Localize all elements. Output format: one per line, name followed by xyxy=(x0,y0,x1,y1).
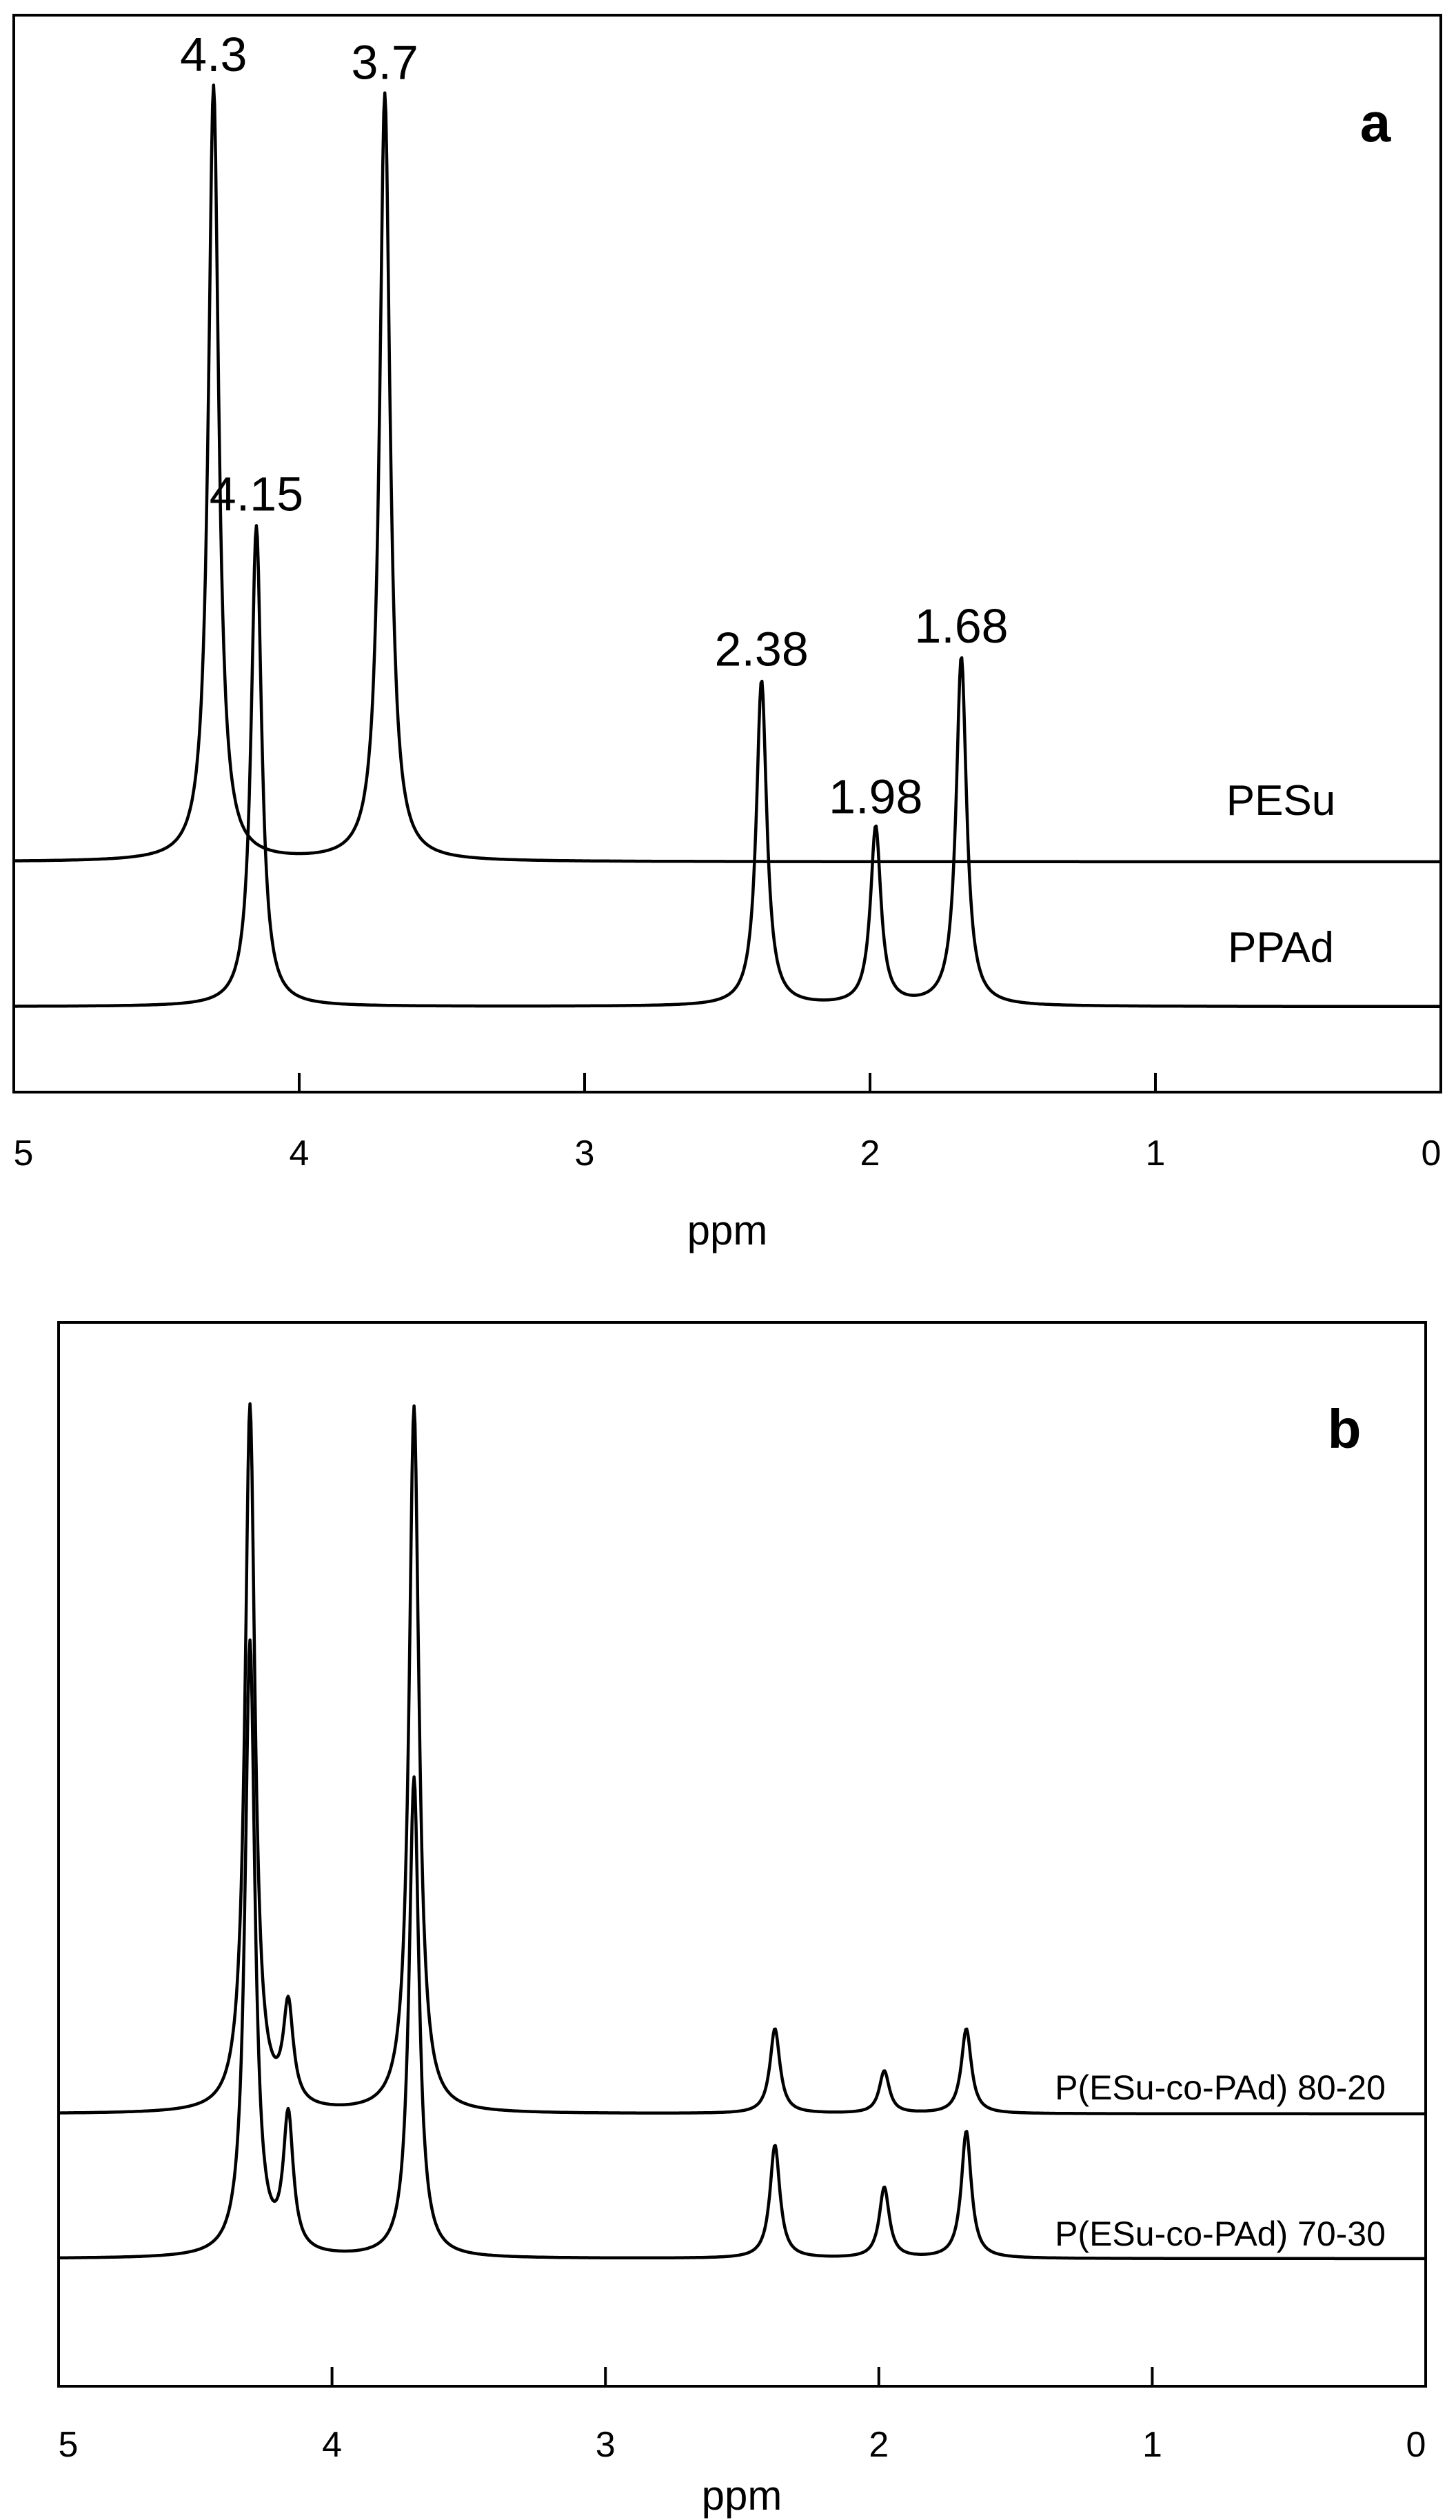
panel-b-letter: b xyxy=(1328,1398,1362,1460)
x-tick-label-1: 1 xyxy=(1146,1133,1166,1173)
peak-label-1.98: 1.98 xyxy=(829,769,922,823)
panel-a-peak-labels: 4.3 4.15 3.7 2.38 1.98 1.68 xyxy=(180,28,1008,823)
spectrum-trace-2 xyxy=(58,1638,1426,2261)
x-tick-label-1: 1 xyxy=(1142,2425,1162,2465)
series-label-70-30: P(ESu-co-PAd) 70-30 xyxy=(1055,2215,1386,2253)
x-tick-label-2: 2 xyxy=(860,1133,880,1173)
spectrum-trace-2 xyxy=(13,524,1442,1009)
peak-label-4.15: 4.15 xyxy=(210,467,303,521)
panel-a-traces xyxy=(13,83,1442,1009)
x-tick-label-2: 2 xyxy=(869,2425,889,2465)
x-tick-label-4: 4 xyxy=(322,2425,342,2465)
panel-b-frame xyxy=(57,1321,1427,2388)
panel-b-ticks: 5 4 3 2 1 0 xyxy=(57,2367,1427,2465)
panel-b-x-axis-label: ppm xyxy=(702,2472,782,2519)
panel-a-frame xyxy=(12,14,1442,1093)
spectrum-trace-1 xyxy=(13,83,1442,864)
x-tick-label-3: 3 xyxy=(596,2425,616,2465)
x-tick-label-0: 0 xyxy=(1406,2425,1426,2465)
x-tick-label-3: 3 xyxy=(575,1133,595,1173)
panel-a: 5 4 3 2 1 0 4.3 4.15 3.7 2.38 1.98 1.68 a PESu PPA… xyxy=(12,14,1442,1253)
series-label-ppad: PPAd xyxy=(1228,924,1334,971)
panel-a-letter: a xyxy=(1360,92,1391,153)
series-label-pesu: PESu xyxy=(1226,777,1336,825)
peak-label-3.7: 3.7 xyxy=(352,35,418,89)
series-label-80-20: P(ESu-co-PAd) 80-20 xyxy=(1055,2068,1386,2107)
spectrum-trace-1 xyxy=(58,1402,1426,2116)
x-tick-label-0: 0 xyxy=(1422,1133,1442,1173)
x-tick-label-5: 5 xyxy=(14,1133,34,1173)
peak-label-4.3: 4.3 xyxy=(180,28,247,81)
peak-label-1.68: 1.68 xyxy=(914,599,1008,653)
panel-a-x-axis-label: ppm xyxy=(687,1207,768,1253)
x-tick-label-5: 5 xyxy=(59,2425,79,2465)
peak-label-2.38: 2.38 xyxy=(715,623,809,676)
panel-a-ticks: 5 4 3 2 1 0 xyxy=(12,1073,1442,1173)
x-tick-label-4: 4 xyxy=(290,1133,310,1173)
panel-b-traces xyxy=(58,1402,1426,2261)
panel-b: 5 4 3 2 1 0 b P(ESu-co-PAd) 80-20 P(ESu-co-PA… xyxy=(57,1321,1427,2519)
